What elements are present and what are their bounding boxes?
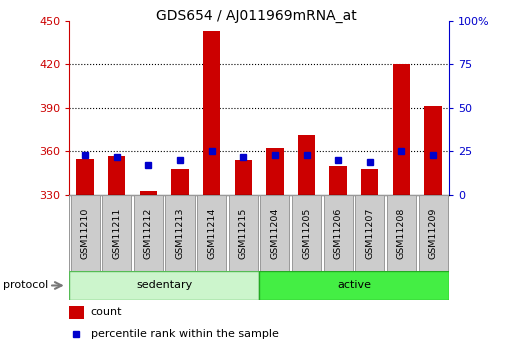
Bar (292, 195, 321, 271)
Bar (134, 195, 163, 271)
Text: GSM11205: GSM11205 (302, 207, 311, 258)
Bar (69, 271, 259, 300)
Text: GSM11206: GSM11206 (333, 207, 343, 258)
Text: GSM11212: GSM11212 (144, 207, 153, 258)
Bar (298, 135, 315, 195)
Text: active: active (337, 280, 371, 290)
Bar (70, 195, 100, 271)
Bar (165, 195, 194, 271)
Text: sedentary: sedentary (136, 280, 192, 290)
Bar (393, 64, 410, 195)
Bar (260, 195, 289, 271)
Text: GSM11208: GSM11208 (397, 207, 406, 258)
Bar (203, 31, 220, 195)
Bar (419, 195, 448, 271)
Bar (76, 159, 94, 195)
Text: GSM11213: GSM11213 (175, 207, 185, 259)
Text: percentile rank within the sample: percentile rank within the sample (90, 329, 279, 339)
Text: GSM11214: GSM11214 (207, 207, 216, 258)
Text: protocol: protocol (3, 280, 48, 290)
Bar (102, 195, 131, 271)
Bar (229, 195, 258, 271)
Bar (266, 148, 284, 195)
Text: GDS654 / AJ011969mRNA_at: GDS654 / AJ011969mRNA_at (156, 9, 357, 23)
Bar (259, 271, 449, 300)
Bar (329, 166, 347, 195)
Text: GSM11207: GSM11207 (365, 207, 374, 258)
Text: count: count (90, 307, 122, 317)
Bar (424, 106, 442, 195)
Text: GSM11204: GSM11204 (270, 207, 280, 258)
Bar (361, 169, 379, 195)
Bar (140, 190, 157, 195)
Bar (171, 169, 189, 195)
Bar (324, 195, 353, 271)
Bar (197, 195, 226, 271)
Text: GSM11211: GSM11211 (112, 207, 121, 258)
Bar (69, 306, 84, 319)
Bar (355, 195, 384, 271)
Text: GSM11215: GSM11215 (239, 207, 248, 258)
Text: GSM11210: GSM11210 (81, 207, 90, 258)
Bar (108, 156, 125, 195)
Bar (234, 160, 252, 195)
Text: GSM11209: GSM11209 (428, 207, 438, 258)
Bar (387, 195, 416, 271)
